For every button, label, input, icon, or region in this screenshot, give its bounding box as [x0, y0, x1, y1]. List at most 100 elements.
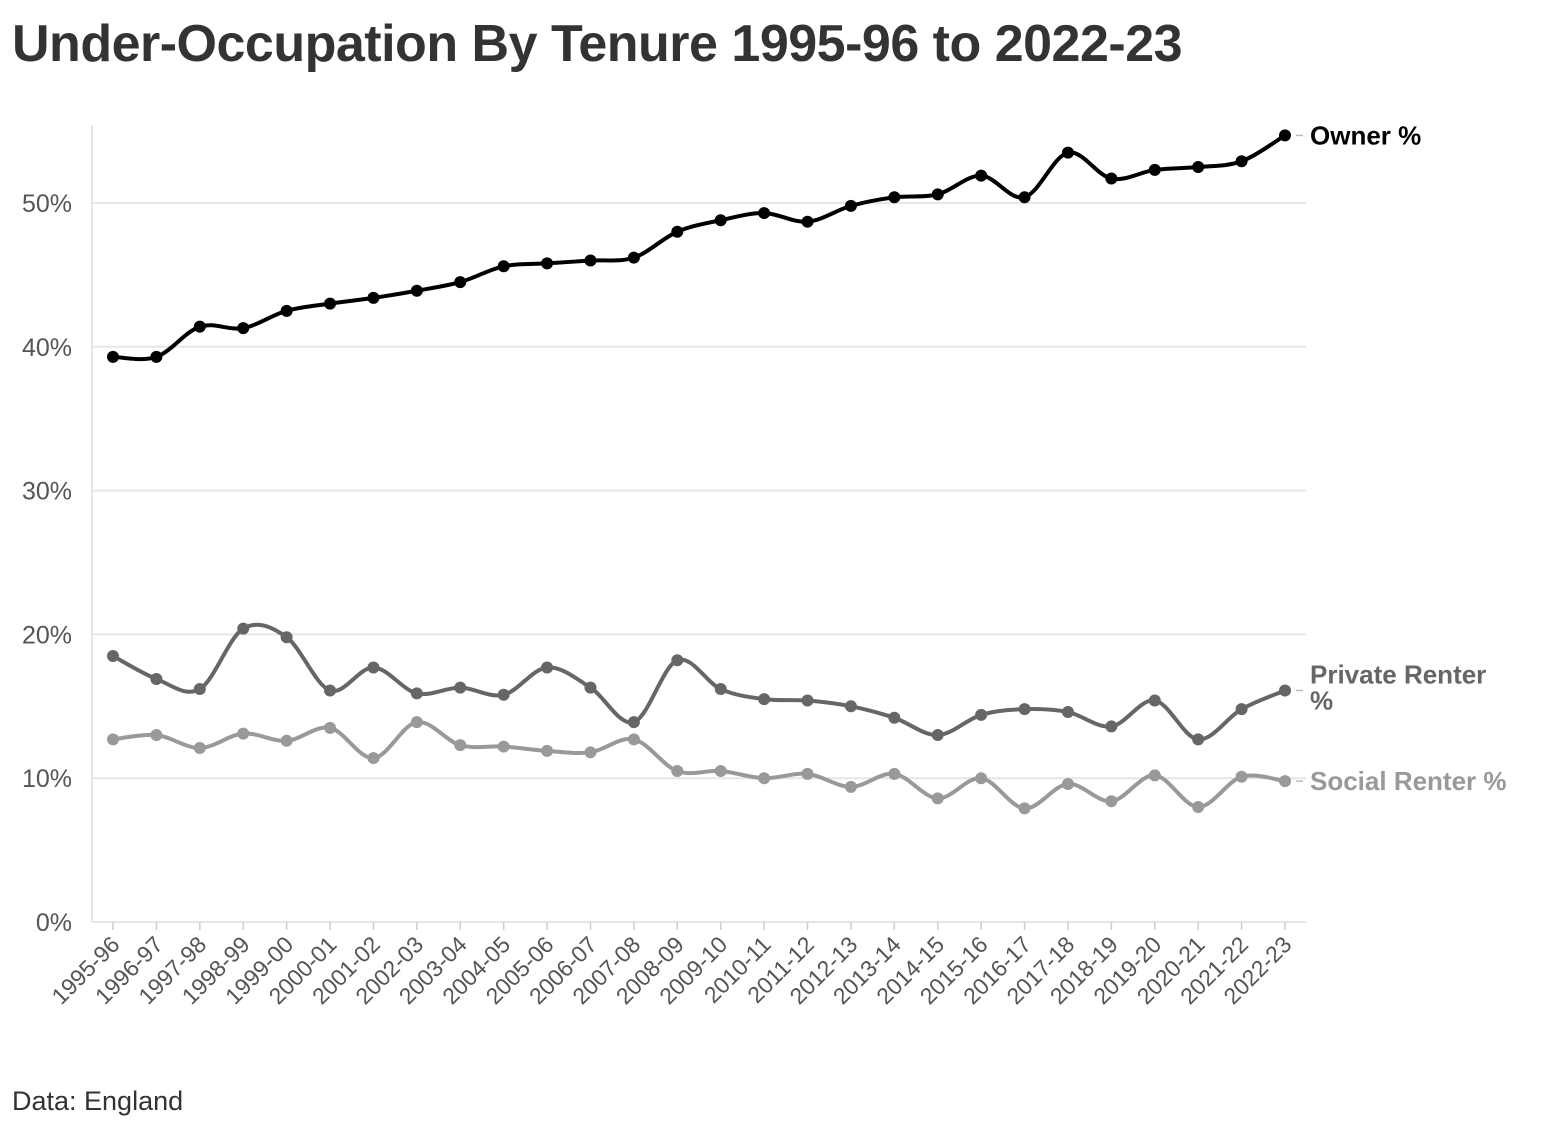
social-renter-point: [410, 716, 423, 729]
social-renter-point: [931, 792, 944, 805]
series-lines: [107, 129, 1291, 815]
y-tick-label: 10%: [22, 765, 72, 793]
owner-point: [1192, 161, 1205, 174]
private-renter-point: [1018, 703, 1031, 716]
private-renter-point: [454, 681, 467, 694]
private-renter-point: [1105, 720, 1118, 733]
social-renter-point: [280, 734, 293, 747]
owner-point: [584, 254, 597, 267]
social-renter-point: [1192, 800, 1205, 813]
owner-point: [1061, 146, 1074, 159]
private-renter-point: [410, 687, 423, 700]
private-renter-series: [107, 622, 1291, 746]
owner-point: [1018, 191, 1031, 204]
private-renter-point: [1279, 684, 1291, 697]
private-renter-point: [888, 711, 901, 724]
y-tick-label: 40%: [22, 334, 72, 362]
private-renter-point: [367, 661, 380, 674]
y-tick-label: 0%: [36, 909, 72, 937]
social-renter-line: [112, 720, 1286, 811]
private-renter-point: [107, 649, 119, 662]
owner-point: [1148, 163, 1161, 176]
owner-point: [280, 304, 293, 317]
social-renter-point: [801, 767, 814, 780]
owner-point: [237, 322, 250, 335]
private-renter-point: [758, 693, 771, 706]
social-renter-point: [627, 733, 640, 746]
owner-point: [844, 199, 857, 212]
social-renter-point: [237, 727, 250, 740]
social-renter-point: [497, 740, 510, 753]
private-renter-point: [801, 694, 814, 707]
private-renter-point: [324, 684, 337, 697]
social-renter-point: [541, 744, 554, 757]
owner-end-label: Owner %: [1310, 120, 1421, 150]
social-renter-point: [584, 746, 597, 759]
owner-point: [193, 320, 206, 333]
social-renter-point: [1235, 770, 1248, 783]
owner-point: [888, 191, 901, 204]
social-renter-point: [107, 733, 119, 746]
private-renter-point: [627, 716, 640, 729]
y-tick-label: 30%: [22, 478, 72, 506]
social-renter-point: [758, 772, 771, 785]
private-renter-point: [150, 672, 163, 685]
social-renter-point: [193, 742, 206, 755]
gridlines: [92, 202, 1306, 923]
owner-point: [107, 350, 119, 363]
owner-point: [454, 276, 467, 289]
private-renter-point: [1192, 733, 1205, 746]
axes: 0%10%20%30%40%50%1995-961996-971997-9819…: [22, 125, 1297, 1009]
private-renter-point: [1148, 694, 1161, 707]
social-renter-point: [844, 780, 857, 793]
private-renter-point: [497, 688, 510, 701]
data-source-note: Data: England: [12, 1086, 184, 1116]
private-renter-point: [193, 683, 206, 696]
social-renter-point: [888, 767, 901, 780]
y-tick-label: 20%: [22, 621, 72, 649]
social-renter-point: [1061, 777, 1074, 790]
y-tick-label: 50%: [22, 190, 72, 218]
owner-point: [541, 257, 554, 270]
private-renter-point: [237, 622, 250, 635]
owner-point: [150, 350, 163, 363]
owner-point: [975, 169, 988, 182]
social-renter-point: [150, 729, 163, 742]
private-renter-point: [280, 631, 293, 644]
owner-point: [1279, 129, 1291, 142]
owner-point: [627, 251, 640, 264]
social-renter-point: [975, 772, 988, 785]
social-renter-point: [454, 739, 467, 752]
social-renter-point: [1105, 795, 1118, 808]
social-renter-point: [1279, 775, 1291, 788]
series-end-labels: Social Renter % Private Renter % Owner %: [1296, 120, 1507, 796]
private-renter-point: [1061, 706, 1074, 719]
private-renter-end-label: Private Renter%: [1310, 659, 1486, 715]
private-renter-point: [1235, 703, 1248, 716]
private-renter-point: [584, 681, 597, 694]
owner-line: [112, 133, 1287, 362]
social-renter-point: [367, 752, 380, 765]
owner-point: [714, 214, 727, 227]
private-renter-point: [931, 729, 944, 742]
owner-series: [107, 129, 1291, 363]
owner-point: [801, 215, 814, 228]
private-renter-point: [541, 661, 554, 674]
private-renter-point: [975, 708, 988, 721]
owner-point: [671, 225, 684, 238]
owner-point: [497, 260, 510, 273]
social-renter-point: [324, 721, 337, 734]
owner-point: [367, 291, 380, 304]
owner-point: [758, 207, 771, 220]
social-renter-point: [671, 765, 684, 778]
social-renter-point: [714, 765, 727, 778]
private-renter-point: [671, 654, 684, 667]
owner-point: [1235, 155, 1248, 168]
private-renter-line: [112, 622, 1286, 742]
social-renter-point: [1148, 769, 1161, 782]
social-renter-end-label: Social Renter %: [1310, 766, 1507, 796]
chart-title: Under-Occupation By Tenure 1995-96 to 20…: [12, 15, 1183, 73]
owner-point: [410, 284, 423, 297]
owner-point: [324, 297, 337, 310]
